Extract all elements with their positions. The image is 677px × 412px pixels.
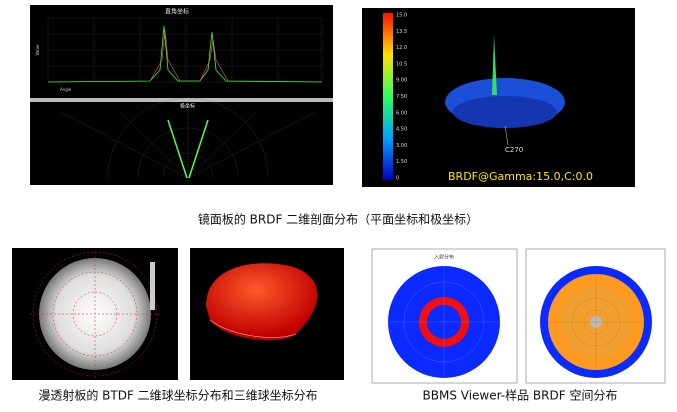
- colorbar-tick-label: 4.50: [396, 127, 407, 133]
- specular-panel: 直角坐标 Value Angle 极坐标: [30, 5, 333, 185]
- reflection-panel: [525, 248, 666, 384]
- caption: 漫透射板的 BTDF 二维球坐标分布和三维球坐标分布: [38, 388, 317, 403]
- colorbar-tick-label: 0: [396, 176, 399, 182]
- btdf-2d-panel: [12, 248, 178, 380]
- x-axis-label: Angle: [60, 87, 72, 92]
- colorbar-tick-label: 9.00: [396, 78, 407, 84]
- incidence-panel: 入射分布: [371, 248, 518, 384]
- colorbar-tick-label: 10.5: [396, 61, 407, 67]
- caption: 镜面板的 BRDF 二维剖面分布（平面坐标和极坐标）: [198, 212, 478, 227]
- colorbar-tick-label: 3.00: [396, 143, 407, 149]
- cartesian-title: 直角坐标: [165, 8, 189, 16]
- colorbar-tick-label: 6.00: [396, 110, 407, 116]
- y-axis-label: Value: [35, 44, 40, 56]
- colorbar-tick-label: 12.0: [396, 45, 407, 51]
- colorbar-tick-label: 13.5: [396, 29, 407, 35]
- incidence-title: 入射分布: [434, 254, 454, 261]
- colorbar-tick-label: 15.0: [396, 13, 407, 19]
- colorbar-tick-label: 1.50: [396, 159, 407, 165]
- c-label: C270: [505, 146, 523, 154]
- polar-title: 极坐标: [180, 103, 195, 110]
- btdf-3d-panel: [190, 248, 344, 380]
- caption: BBMS Viewer-样品 BRDF 空间分布: [423, 388, 618, 403]
- brdf-label: BRDF@Gamma:15.0,C:0.0: [448, 170, 593, 183]
- brdf-3d-panel: 15.0 13.5 12.0 10.5 9.00 7.50 6.00 4.50 3.00 1.50…: [362, 8, 635, 187]
- colorbar-tick-label: 7.50: [396, 94, 407, 100]
